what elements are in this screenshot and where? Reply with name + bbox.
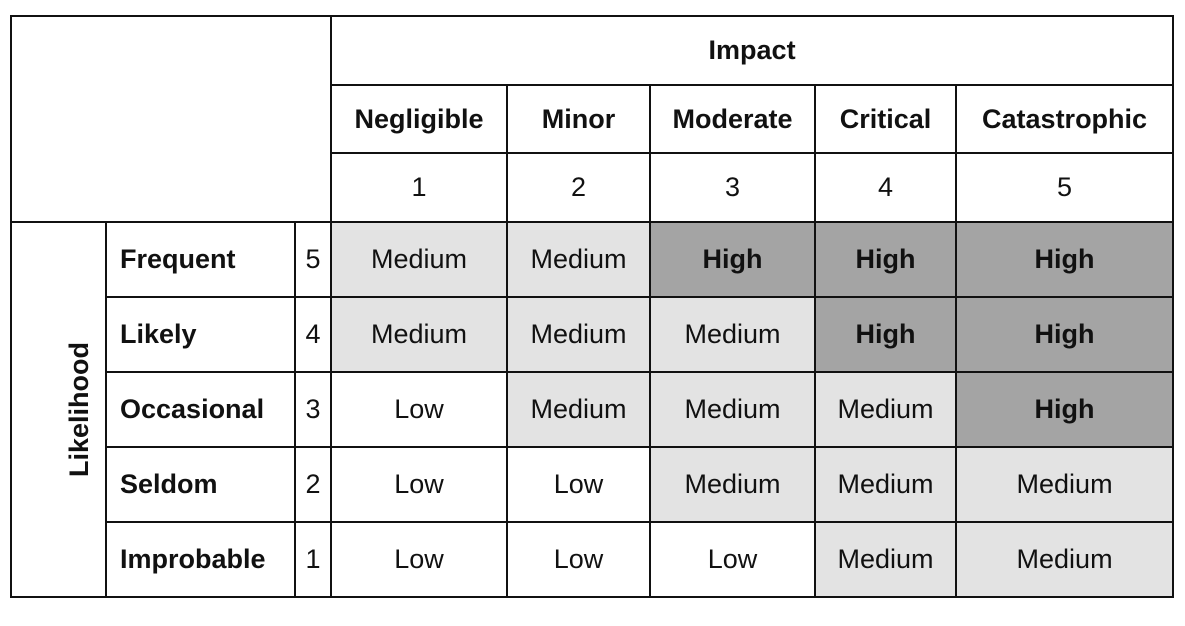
risk-cell: High [955,296,1175,373]
risk-cell: Medium [814,446,958,523]
risk-cell: Medium [330,221,509,298]
impact-column-label: Catastrophic [955,84,1175,154]
impact-column-label: Negligible [330,84,509,154]
risk-cell: Medium [814,371,958,448]
risk-cell: Medium [649,371,817,448]
impact-column-label: Minor [506,84,652,154]
likelihood-row: Improbable 1 Low Low Low Medium Medium [11,521,1175,598]
risk-cell: Medium [506,296,652,373]
likelihood-group-cell: Likelihood [10,221,107,598]
risk-cell: Low [330,446,509,523]
risk-cell: Medium [506,221,652,298]
risk-cell: Medium [955,521,1175,598]
impact-column-score: 5 [955,152,1175,223]
impact-column-score: 4 [814,152,958,223]
likelihood-row-label: Improbable [105,521,296,598]
impact-column-score: 2 [506,152,652,223]
impact-header-row: Impact [9,15,1175,223]
risk-cell: Low [330,521,509,598]
likelihood-row-label: Likely [105,296,296,373]
risk-cell: Medium [955,446,1175,523]
likelihood-row-score: 5 [293,221,333,298]
risk-matrix-table: Impact Negligible Minor Moderate Critica… [9,15,1175,598]
risk-cell: High [649,221,817,298]
impact-column-score: 1 [330,152,509,223]
likelihood-row-score: 1 [293,521,333,598]
likelihood-row-score: 2 [293,446,333,523]
risk-cell: Medium [330,296,509,373]
impact-scores-row: 1 2 3 4 5 [11,152,1175,223]
impact-column-label: Moderate [649,84,817,154]
risk-cell: Low [330,371,509,448]
risk-cell: Low [649,521,817,598]
risk-cell: Low [506,521,652,598]
risk-cell: High [814,296,958,373]
impact-group-label: Impact [330,15,1175,86]
likelihood-row-label: Frequent [105,221,296,298]
risk-cell: High [814,221,958,298]
risk-cell: Medium [814,521,958,598]
likelihood-row-score: 4 [293,296,333,373]
likelihood-row: Likely 4 Medium Medium Medium High High [11,296,1175,373]
likelihood-row: Likelihood Frequent 5 Medium Medium High… [10,221,1175,598]
impact-labels-row: Negligible Minor Moderate Critical Catas… [11,84,1175,154]
risk-cell: Medium [649,446,817,523]
likelihood-row-label: Occasional [105,371,296,448]
risk-cell: High [955,221,1175,298]
risk-cell: Medium [649,296,817,373]
risk-cell: Low [506,446,652,523]
likelihood-row: Seldom 2 Low Low Medium Medium Medium [11,446,1175,523]
likelihood-row-score: 3 [293,371,333,448]
likelihood-row: Occasional 3 Low Medium Medium Medium Hi… [11,371,1175,448]
impact-column-label: Critical [814,84,958,154]
impact-column-score: 3 [649,152,817,223]
likelihood-group-label: Likelihood [64,342,94,477]
corner-cell [9,15,333,223]
likelihood-row-label: Seldom [105,446,296,523]
risk-cell: High [955,371,1175,448]
risk-cell: Medium [506,371,652,448]
